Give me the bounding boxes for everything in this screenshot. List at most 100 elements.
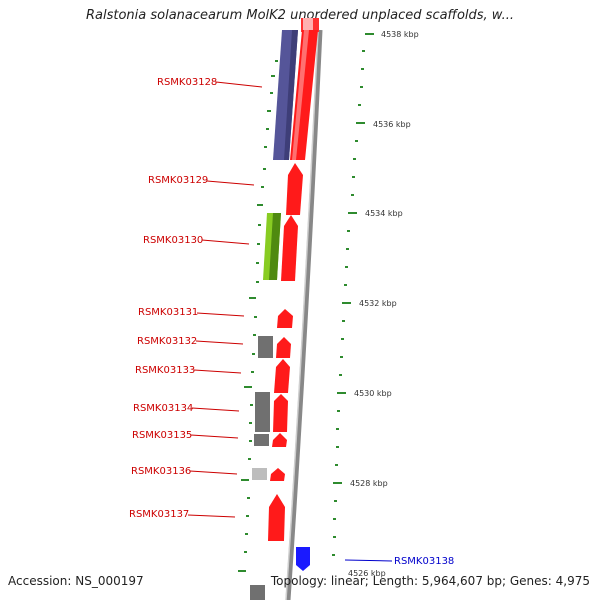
tick-dash xyxy=(271,75,275,77)
feature-RSMK03128-shine xyxy=(292,30,309,160)
tick-dash xyxy=(333,518,336,520)
tick-dash xyxy=(258,224,261,226)
feature-RSMK03130[interactable] xyxy=(281,215,298,281)
kbp-label: 4530 kbp xyxy=(354,389,392,398)
gene-label-RSMK03138[interactable]: RSMK03138 xyxy=(394,556,454,567)
tick-dash xyxy=(256,281,259,283)
tick-dash xyxy=(352,176,355,178)
tick-dash xyxy=(253,334,256,336)
tick-dash xyxy=(337,410,340,412)
genome-backbone-highlight xyxy=(285,29,319,600)
tick-dash xyxy=(267,110,271,112)
feature-RSMK03138[interactable] xyxy=(296,547,310,571)
tick-dash xyxy=(333,482,342,484)
feature-RSMK03132[interactable] xyxy=(276,337,291,358)
tick-dash xyxy=(241,479,249,481)
tick-dash xyxy=(346,248,349,250)
tick-dash xyxy=(336,428,339,430)
feature-RSMK03135[interactable] xyxy=(272,433,287,447)
tick-dash xyxy=(344,284,347,286)
kbp-label: 4526 kbp xyxy=(348,569,386,578)
leader-line xyxy=(201,239,250,245)
tick-dash xyxy=(270,92,273,94)
tick-dash xyxy=(347,230,350,232)
feature-RSMK03134[interactable] xyxy=(273,394,288,432)
tick-dash xyxy=(341,338,344,340)
gene-label-RSMK03134[interactable]: RSMK03134 xyxy=(133,403,193,414)
tick-dash xyxy=(244,386,252,388)
tick-dash xyxy=(249,422,252,424)
feature-RSMK03129[interactable] xyxy=(286,163,303,215)
tick-dash xyxy=(248,458,251,460)
feature-rna-green-shade xyxy=(269,213,281,280)
feature-RSMK03131[interactable] xyxy=(277,309,293,328)
genome-backbone xyxy=(285,29,323,600)
feature-RSMK03133[interactable] xyxy=(274,359,290,393)
tick-dash xyxy=(358,104,361,106)
gene-label-RSMK03133[interactable]: RSMK03133 xyxy=(135,365,195,376)
kbp-label: 4528 kbp xyxy=(350,479,388,488)
tick-dash xyxy=(353,158,356,160)
tick-dash xyxy=(334,500,337,502)
tick-dash xyxy=(365,33,374,35)
feature-grey-bottom[interactable] xyxy=(250,585,265,600)
gene-label-RSMK03129[interactable]: RSMK03129 xyxy=(148,175,208,186)
gene-label-RSMK03135[interactable]: RSMK03135 xyxy=(132,430,192,441)
map-title: Ralstonia solanacearum MolK2 unordered u… xyxy=(85,8,514,23)
leader-line xyxy=(193,369,242,374)
leader-line xyxy=(190,434,239,439)
feature-grey-03132[interactable] xyxy=(258,336,273,358)
tick-dash xyxy=(275,60,278,62)
feature-grey-03136[interactable] xyxy=(252,468,267,480)
tick-dash xyxy=(251,371,254,373)
tick-dash xyxy=(246,515,249,517)
leader-line xyxy=(191,407,240,412)
tick-dash xyxy=(360,86,363,88)
tick-dash xyxy=(249,297,256,299)
tick-dash xyxy=(264,146,267,148)
feature-RSMK03136[interactable] xyxy=(270,468,285,481)
feature-reverse-purple-shade xyxy=(284,30,298,160)
tick-dash xyxy=(335,464,338,466)
tick-dash xyxy=(244,551,247,553)
tick-dash xyxy=(345,266,348,268)
tick-dash xyxy=(238,570,246,572)
tick-dash xyxy=(336,446,339,448)
tick-dash xyxy=(252,353,255,355)
leader-line xyxy=(215,81,263,88)
gene-label-RSMK03131[interactable]: RSMK03131 xyxy=(138,307,198,318)
gene-label-RSMK03128[interactable]: RSMK03128 xyxy=(157,77,217,88)
leader-line xyxy=(187,514,236,518)
tick-dash xyxy=(261,186,264,188)
leader-line xyxy=(195,340,244,345)
kbp-label: 4536 kbp xyxy=(373,120,411,129)
tick-dash xyxy=(340,356,343,358)
tick-dash xyxy=(250,404,253,406)
tick-dash xyxy=(351,194,354,196)
tick-dash xyxy=(348,212,357,214)
tick-dash xyxy=(332,554,335,556)
feature-grey-03134[interactable] xyxy=(255,392,270,432)
gene-label-RSMK03136[interactable]: RSMK03136 xyxy=(131,466,191,477)
gene-label-RSMK03130[interactable]: RSMK03130 xyxy=(143,235,203,246)
gene-label-RSMK03132[interactable]: RSMK03132 xyxy=(137,336,197,347)
gene-label-RSMK03137[interactable]: RSMK03137 xyxy=(129,509,189,520)
leader-line xyxy=(189,470,238,475)
tick-dash xyxy=(337,392,346,394)
tick-dash xyxy=(256,262,259,264)
tick-dash xyxy=(245,533,248,535)
tick-dash xyxy=(249,440,252,442)
topology-label: Topology: linear; Length: 5,964,607 bp; … xyxy=(270,574,590,588)
tick-dash xyxy=(355,140,358,142)
kbp-label: 4532 kbp xyxy=(359,299,397,308)
tick-dash xyxy=(247,497,250,499)
tick-dash xyxy=(266,128,269,130)
feature-grey-03135[interactable] xyxy=(254,434,269,446)
feature-RSMK03137[interactable] xyxy=(268,494,285,541)
leader-line xyxy=(206,180,255,186)
leader-line xyxy=(344,559,393,562)
tick-dash xyxy=(257,243,260,245)
tick-dash xyxy=(333,536,336,538)
tick-dash xyxy=(342,320,345,322)
